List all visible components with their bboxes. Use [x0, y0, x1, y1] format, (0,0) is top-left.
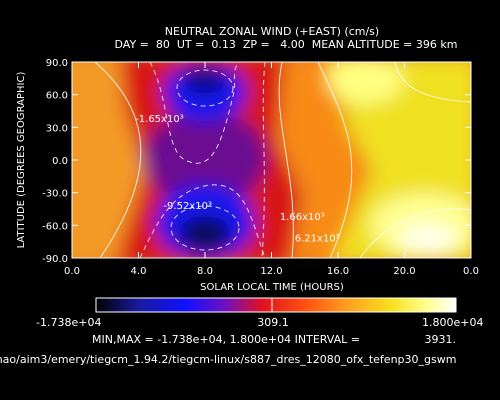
stats-text: MIN,MAX = -1.738e+04, 1.800e+04 INTERVAL… — [92, 333, 360, 346]
x-tick-label: 20.0 — [393, 266, 415, 277]
heatmap-field: -1.65x10³ -9.52x10³ 1.66x10³ 6.21x10³ — [72, 62, 471, 258]
y-axis-label: LATITUDE (DEGREES GEOGRAPHIC) — [16, 72, 27, 249]
x-tick-label: 0.0 — [64, 266, 80, 277]
colorbar-max-label: 1.800e+04 — [422, 316, 483, 329]
colorbar-min-label: -1.738e+04 — [36, 316, 101, 329]
x-tick-label: 8.0 — [197, 266, 213, 277]
contour-label: 6.21x10³ — [295, 234, 340, 245]
file-path: /hao/aim3/emery/tiegcm_1.94.2/tiegcm-lin… — [0, 353, 456, 366]
y-tick-label: -90.0 — [42, 254, 68, 265]
y-tick-label: -30.0 — [42, 189, 68, 200]
contour-label: -1.65x10³ — [135, 114, 184, 125]
x-tick-label: 4.0 — [131, 266, 147, 277]
chart-title: NEUTRAL ZONAL WIND (+EAST) (cm/s) — [165, 25, 379, 38]
colorbar-mid-label: 309.1 — [257, 316, 289, 329]
chart-subtitle: DAY = 80 UT = 0.13 ZP = 4.00 MEAN ALTITU… — [115, 38, 458, 51]
y-tick-label: 60.0 — [46, 91, 68, 102]
y-tick-label: 30.0 — [46, 123, 68, 134]
contour-label: 1.66x10³ — [280, 212, 325, 223]
y-tick-label: 0.0 — [52, 156, 68, 167]
x-axis-label: SOLAR LOCAL TIME (HOURS) — [200, 282, 344, 293]
y-tick-label: -60.0 — [42, 221, 68, 232]
x-tick-label: 0.0 — [463, 266, 479, 277]
stats-interval: 3931. — [425, 333, 457, 346]
colorbar — [95, 297, 457, 313]
x-tick-label: 12.0 — [260, 266, 282, 277]
x-tick-label: 16.0 — [327, 266, 349, 277]
y-tick-label: 90.0 — [46, 58, 68, 69]
contour-label: -9.52x10³ — [163, 201, 212, 212]
